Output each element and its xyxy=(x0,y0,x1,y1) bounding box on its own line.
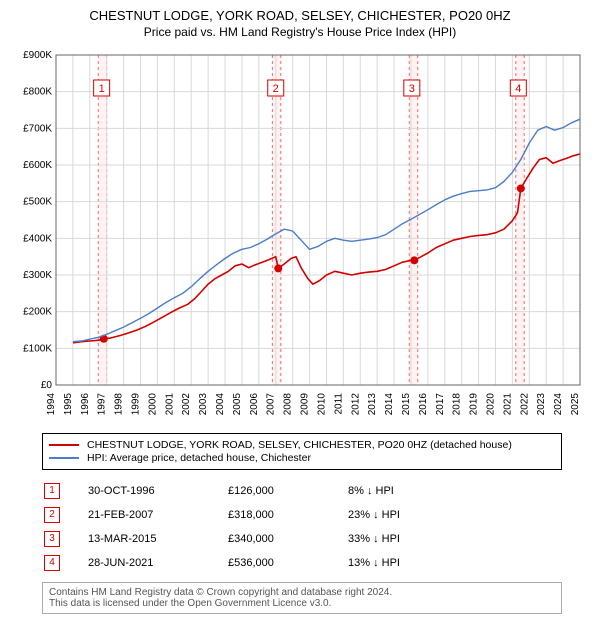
svg-text:2016: 2016 xyxy=(418,393,429,416)
markers-table: 1 30-OCT-1996£126,0008% ↓ HPI 2 21-FEB-2007… xyxy=(42,478,562,576)
marker-diff: 8% ↓ HPI xyxy=(348,480,560,502)
legend-swatch xyxy=(49,444,79,446)
svg-text:£700K: £700K xyxy=(23,123,52,134)
svg-text:£300K: £300K xyxy=(23,270,52,281)
chart-subtitle: Price paid vs. HM Land Registry's House … xyxy=(10,25,590,39)
svg-text:£500K: £500K xyxy=(23,197,52,208)
svg-text:2009: 2009 xyxy=(300,393,311,416)
svg-text:£400K: £400K xyxy=(23,233,52,244)
svg-text:2023: 2023 xyxy=(536,393,547,416)
svg-text:2: 2 xyxy=(273,83,279,95)
svg-text:1998: 1998 xyxy=(114,393,125,416)
svg-text:£900K: £900K xyxy=(23,50,52,61)
svg-text:£100K: £100K xyxy=(23,343,52,354)
svg-text:2007: 2007 xyxy=(266,393,277,416)
svg-text:2014: 2014 xyxy=(384,393,395,416)
chart-container: CHESTNUT LODGE, YORK ROAD, SELSEY, CHICH… xyxy=(0,0,600,624)
marker-price: £126,000 xyxy=(228,480,346,502)
svg-text:1995: 1995 xyxy=(63,393,74,416)
svg-text:1994: 1994 xyxy=(46,393,57,416)
svg-text:3: 3 xyxy=(409,83,415,95)
marker-num: 1 xyxy=(44,480,86,502)
svg-text:2013: 2013 xyxy=(367,393,378,416)
svg-text:£200K: £200K xyxy=(23,307,52,318)
marker-diff: 33% ↓ HPI xyxy=(348,528,560,550)
marker-price: £340,000 xyxy=(228,528,346,550)
table-row: 2 21-FEB-2007£318,00023% ↓ HPI xyxy=(44,504,560,526)
svg-text:1999: 1999 xyxy=(131,393,142,416)
legend-label: CHESTNUT LODGE, YORK ROAD, SELSEY, CHICH… xyxy=(87,439,512,451)
svg-text:2018: 2018 xyxy=(452,393,463,416)
svg-text:2000: 2000 xyxy=(147,393,158,416)
table-row: 1 30-OCT-1996£126,0008% ↓ HPI xyxy=(44,480,560,502)
chart-title: CHESTNUT LODGE, YORK ROAD, SELSEY, CHICH… xyxy=(10,8,590,23)
svg-text:2010: 2010 xyxy=(316,393,327,416)
svg-text:2001: 2001 xyxy=(164,393,175,416)
svg-text:2024: 2024 xyxy=(553,393,564,416)
svg-text:2021: 2021 xyxy=(502,393,513,416)
svg-text:1996: 1996 xyxy=(80,393,91,416)
table-row: 4 28-JUN-2021£536,00013% ↓ HPI xyxy=(44,552,560,574)
legend-label: HPI: Average price, detached house, Chic… xyxy=(87,452,311,464)
svg-text:2019: 2019 xyxy=(469,393,480,416)
footer-line: Contains HM Land Registry data © Crown c… xyxy=(49,587,555,598)
svg-text:2005: 2005 xyxy=(232,393,243,416)
svg-text:£600K: £600K xyxy=(23,160,52,171)
svg-text:2012: 2012 xyxy=(350,393,361,416)
svg-text:2008: 2008 xyxy=(283,393,294,416)
legend-item: HPI: Average price, detached house, Chic… xyxy=(49,452,555,464)
marker-num: 3 xyxy=(44,528,86,550)
svg-text:£0: £0 xyxy=(41,380,53,391)
svg-text:4: 4 xyxy=(515,83,521,95)
marker-num: 4 xyxy=(44,552,86,574)
svg-text:2015: 2015 xyxy=(401,393,412,416)
svg-text:£800K: £800K xyxy=(23,87,52,98)
svg-text:2022: 2022 xyxy=(519,393,530,416)
marker-date: 13-MAR-2015 xyxy=(88,528,226,550)
svg-text:1: 1 xyxy=(99,83,105,95)
marker-date: 21-FEB-2007 xyxy=(88,504,226,526)
svg-text:2017: 2017 xyxy=(435,393,446,416)
svg-text:2020: 2020 xyxy=(485,393,496,416)
marker-date: 28-JUN-2021 xyxy=(88,552,226,574)
marker-price: £318,000 xyxy=(228,504,346,526)
footer-line: This data is licensed under the Open Gov… xyxy=(49,598,555,609)
legend-item: CHESTNUT LODGE, YORK ROAD, SELSEY, CHICH… xyxy=(49,439,555,451)
legend: CHESTNUT LODGE, YORK ROAD, SELSEY, CHICH… xyxy=(42,433,562,470)
svg-text:2006: 2006 xyxy=(249,393,260,416)
marker-price: £536,000 xyxy=(228,552,346,574)
table-row: 3 13-MAR-2015£340,00033% ↓ HPI xyxy=(44,528,560,550)
svg-text:1997: 1997 xyxy=(97,393,108,416)
attribution-footer: Contains HM Land Registry data © Crown c… xyxy=(42,582,562,614)
marker-box: 4 xyxy=(44,555,60,571)
marker-diff: 23% ↓ HPI xyxy=(348,504,560,526)
chart-plot-area: £0 £100K £200K £300K £400K £500K £600K £700K £80… xyxy=(10,45,590,425)
marker-num: 2 xyxy=(44,504,86,526)
marker-date: 30-OCT-1996 xyxy=(88,480,226,502)
svg-text:2025: 2025 xyxy=(570,393,581,416)
svg-text:2011: 2011 xyxy=(333,393,344,415)
svg-text:2003: 2003 xyxy=(198,393,209,416)
legend-swatch xyxy=(49,457,79,459)
marker-diff: 13% ↓ HPI xyxy=(348,552,560,574)
svg-text:2002: 2002 xyxy=(181,393,192,416)
marker-box: 3 xyxy=(44,531,60,547)
marker-box: 1 xyxy=(44,483,60,499)
marker-box: 2 xyxy=(44,507,60,523)
svg-text:2004: 2004 xyxy=(215,393,226,416)
